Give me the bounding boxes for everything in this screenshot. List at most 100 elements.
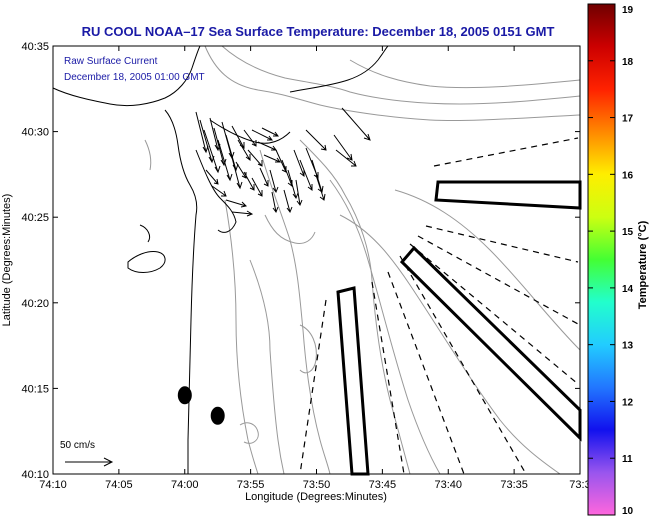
bathymetry-contour-5 — [259, 149, 331, 475]
survey-line-6 — [417, 235, 579, 325]
survey-line-7 — [425, 225, 579, 263]
x-tick-label: 73:35 — [500, 479, 528, 491]
colorbar-tick-label: 16 — [622, 170, 634, 181]
bathymetry-contour-7 — [224, 199, 259, 475]
bathymetry-contour-11 — [264, 214, 316, 244]
coastline-west — [164, 109, 198, 474]
bathymetry-contour-1 — [204, 45, 581, 122]
current-annotation-line1: Raw Surface Current — [64, 56, 158, 67]
map-background — [53, 46, 580, 474]
coastline-inlet — [127, 251, 166, 273]
y-axis-label: Latitude (Degrees:Minutes) — [1, 194, 13, 327]
map-plot-area: Raw Surface Current December 18, 2005 01… — [52, 45, 582, 476]
current-vector — [333, 134, 353, 161]
survey-line-8 — [433, 137, 579, 167]
current-annotation-line2: December 18, 2005 01:00 GMT — [64, 72, 205, 83]
survey-line-1 — [299, 299, 327, 475]
bathymetry-contour-10 — [394, 189, 581, 351]
current-vector — [341, 107, 371, 141]
scale-label: 50 cm/s — [60, 440, 95, 451]
current-vector — [251, 129, 273, 141]
x-tick-label: 73:55 — [237, 479, 265, 491]
bathymetry-contour-2 — [221, 45, 581, 105]
x-tick-label: 73:40 — [434, 479, 462, 491]
current-vector — [243, 171, 255, 191]
coastline-north — [52, 45, 201, 107]
colorbar-tick-label: 11 — [622, 454, 633, 465]
coastline-hook — [195, 149, 237, 233]
bathymetry-contour-13 — [239, 422, 259, 444]
colorbar-tick-label: 17 — [622, 114, 634, 125]
colorbar-tick-label: 18 — [622, 57, 634, 68]
colorbar-tick-label: 14 — [622, 284, 634, 295]
current-vector — [305, 129, 327, 151]
bathymetry-contour-14 — [144, 139, 152, 171]
survey-lines — [299, 137, 579, 475]
bathymetry-contour-4 — [299, 139, 411, 475]
current-vector — [335, 149, 357, 167]
x-tick-label: 73:50 — [303, 479, 331, 491]
y-tick-label: 40:25 — [21, 212, 49, 224]
y-axis: 40:35 40:30 40:25 40:20 40:15 40:10 — [21, 41, 580, 481]
current-vector — [299, 159, 313, 191]
current-vector — [263, 154, 281, 163]
current-vector — [269, 169, 279, 194]
buoy-marker-east — [210, 406, 225, 425]
current-vector — [259, 167, 269, 187]
current-vector — [271, 191, 279, 214]
x-tick-label: 73:45 — [369, 479, 397, 491]
y-tick-label: 40:20 — [21, 298, 49, 310]
y-tick-label: 40:30 — [21, 127, 49, 139]
y-tick-label: 40:15 — [21, 383, 49, 395]
current-vector — [281, 159, 293, 187]
current-vector — [213, 127, 227, 167]
buoy-markers — [177, 386, 225, 425]
current-vector — [243, 129, 257, 147]
current-vector — [295, 179, 303, 207]
x-tick-label: 74:10 — [39, 479, 67, 491]
current-vector — [217, 139, 233, 182]
colorbar-tick-label: 13 — [622, 341, 634, 352]
current-vector — [211, 185, 227, 197]
current-vector — [195, 111, 209, 154]
current-vector — [283, 189, 293, 214]
survey-line-5 — [409, 243, 579, 385]
current-vector — [235, 161, 247, 179]
colorbar-tick-label: 10 — [622, 506, 634, 517]
colorbar-ticks: 19 18 17 16 15 14 13 12 11 10 — [588, 3, 634, 517]
current-vector — [247, 149, 263, 167]
current-vector — [231, 210, 254, 217]
bathymetry-contour-12 — [299, 324, 317, 374]
coastline — [52, 45, 389, 474]
x-tick-label: 74:05 — [105, 479, 133, 491]
bathymetry-contour-8 — [249, 259, 285, 475]
current-vectors — [195, 107, 371, 217]
survey-line-3 — [387, 271, 465, 475]
current-vector — [275, 149, 287, 173]
x-tick-label: 74:00 — [171, 479, 199, 491]
colorbar-tick-label: 19 — [622, 5, 634, 16]
current-vector — [293, 149, 305, 177]
current-vector — [225, 199, 248, 208]
bathymetry-contour-9 — [339, 214, 561, 475]
bathymetry-contour-3 — [349, 59, 581, 89]
y-tick-label: 40:35 — [21, 41, 49, 53]
buoy-marker-west — [177, 386, 192, 405]
coastline-creek — [139, 224, 151, 243]
colorbar — [587, 3, 616, 516]
scale-arrow — [65, 457, 114, 467]
current-vector — [311, 159, 324, 193]
coastline-bay — [209, 119, 291, 144]
colorbar-label: Temperature (°C) — [637, 220, 649, 309]
x-tick-label: 73:3 — [569, 479, 590, 491]
bathymetry-contour-6 — [329, 179, 441, 475]
x-axis: 74:10 74:05 74:00 73:55 73:50 73:45 73:40 73:35… — [39, 46, 591, 491]
current-vector — [251, 177, 263, 197]
current-vector — [261, 127, 279, 137]
current-vector — [315, 174, 326, 201]
bathymetry-contours — [144, 45, 581, 475]
survey-line-4 — [399, 255, 527, 475]
map-title: RU COOL NOAA–17 Sea Surface Temperature:… — [82, 24, 555, 39]
coastline-east — [289, 45, 389, 93]
